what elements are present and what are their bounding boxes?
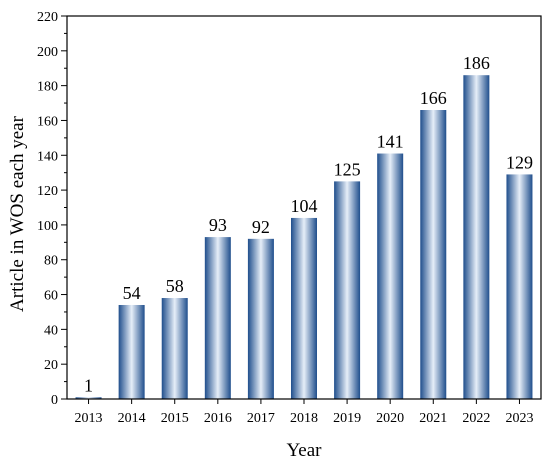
data-labels-layer: 1 54 58 93 92 104 125 141 166 186 129 [84, 53, 533, 395]
data-label-2018: 104 [291, 196, 318, 216]
data-label-2019: 125 [334, 159, 361, 179]
y-axis-title: Article in WOS each year [7, 115, 28, 312]
y-tick-label-180: 180 [37, 80, 58, 95]
y-tick-label-40: 40 [44, 323, 58, 338]
x-tick-label-2017: 2017 [247, 411, 275, 426]
bar-2016 [204, 237, 231, 399]
bar-2023 [506, 174, 533, 399]
x-tick-label-2019: 2019 [333, 411, 361, 426]
data-label-2023: 129 [506, 152, 533, 172]
x-tick-label-2018: 2018 [290, 411, 318, 426]
data-label-2022: 186 [463, 53, 490, 73]
y-tick-label-0: 0 [51, 393, 58, 408]
x-tick-label-2023: 2023 [505, 411, 533, 426]
y-tick-label-20: 20 [44, 358, 58, 373]
bar-2021 [420, 110, 447, 399]
data-label-2017: 92 [252, 217, 270, 237]
data-label-2015: 58 [166, 276, 184, 296]
bar-2018 [291, 217, 317, 399]
bar-2017 [247, 238, 274, 399]
x-tick-label-2013: 2013 [75, 411, 103, 426]
x-axis-title: Year [286, 440, 322, 461]
bars-layer [75, 75, 533, 399]
y-tick-label-220: 220 [37, 10, 58, 25]
data-label-2016: 93 [209, 215, 227, 235]
x-tick-label-2022: 2022 [462, 411, 490, 426]
bar-2019 [334, 181, 361, 399]
bar-2022 [463, 75, 490, 399]
y-tick-label-60: 60 [44, 289, 58, 304]
bar-2020 [377, 153, 404, 399]
y-tick-label-160: 160 [37, 114, 58, 129]
x-tick-label-2016: 2016 [204, 411, 232, 426]
data-label-2013: 1 [84, 375, 93, 395]
bar-2015 [161, 298, 188, 399]
y-tick-label-80: 80 [44, 254, 58, 269]
y-tick-label-120: 120 [37, 184, 58, 199]
y-tick-label-140: 140 [37, 149, 58, 164]
bar-2013 [75, 397, 102, 399]
x-tick-label-2020: 2020 [376, 411, 404, 426]
x-tick-label-2021: 2021 [419, 411, 447, 426]
bar-2014 [118, 304, 145, 399]
axes-layer: 2013 2014 2015 2016 2017 2018 2019 2020 2021 2022… [37, 10, 542, 426]
y-tick-label-100: 100 [37, 219, 58, 234]
data-label-2021: 166 [420, 88, 447, 108]
y-tick-label-200: 200 [37, 45, 58, 60]
data-label-2020: 141 [377, 132, 404, 152]
data-label-2014: 54 [123, 283, 141, 303]
x-tick-label-2014: 2014 [118, 411, 146, 426]
x-tick-label-2015: 2015 [161, 411, 189, 426]
